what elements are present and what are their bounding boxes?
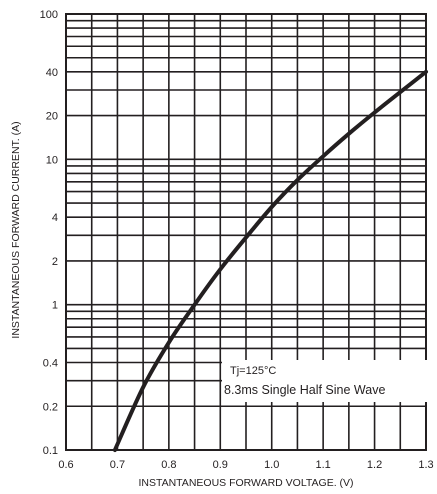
x-tick-labels: 0.6 0.7 0.8 0.9 1.0 1.1 1.2 1.3: [58, 459, 433, 471]
x-tick-label: 0.6: [58, 459, 73, 471]
y-tick-label: 10: [46, 154, 58, 166]
x-axis-title: INSTANTANEOUS FORWARD VOLTAGE. (V): [138, 477, 353, 489]
x-tick-label: 1.2: [367, 459, 382, 471]
x-tick-label: 0.8: [161, 459, 176, 471]
x-tick-label: 0.9: [213, 459, 228, 471]
y-tick-label: 100: [40, 9, 58, 21]
y-tick-label: 4: [52, 212, 58, 224]
y-tick-label: 0.2: [43, 401, 58, 413]
x-tick-label: 1.3: [418, 459, 433, 471]
y-tick-label: 2: [52, 256, 58, 268]
junction-temperature-label: Tj=125°C: [230, 365, 276, 377]
plot-frame: [65, 13, 427, 451]
y-tick-label: 0.1: [43, 445, 58, 457]
y-tick-label: 20: [46, 111, 58, 123]
y-tick-labels: 0.1 0.2 0.4 1 2 4 10 20 40 100: [40, 9, 58, 457]
x-tick-label: 1.1: [315, 459, 330, 471]
x-tick-label: 1.0: [264, 459, 279, 471]
conditions-box: [222, 360, 427, 402]
x-tick-label: 0.7: [110, 459, 125, 471]
y-axis-title: INSTANTANEOUS FORWARD CURRENT. (A): [10, 121, 22, 338]
forward-current-curve: [112, 69, 428, 452]
conditions-legend: Tj=125°C 8.3ms Single Half Sine Wave: [222, 360, 427, 402]
waveform-label: 8.3ms Single Half Sine Wave: [224, 383, 385, 397]
y-tick-label: 40: [46, 67, 58, 79]
y-tick-label: 0.4: [43, 358, 58, 370]
y-tick-label: 1: [52, 300, 58, 312]
